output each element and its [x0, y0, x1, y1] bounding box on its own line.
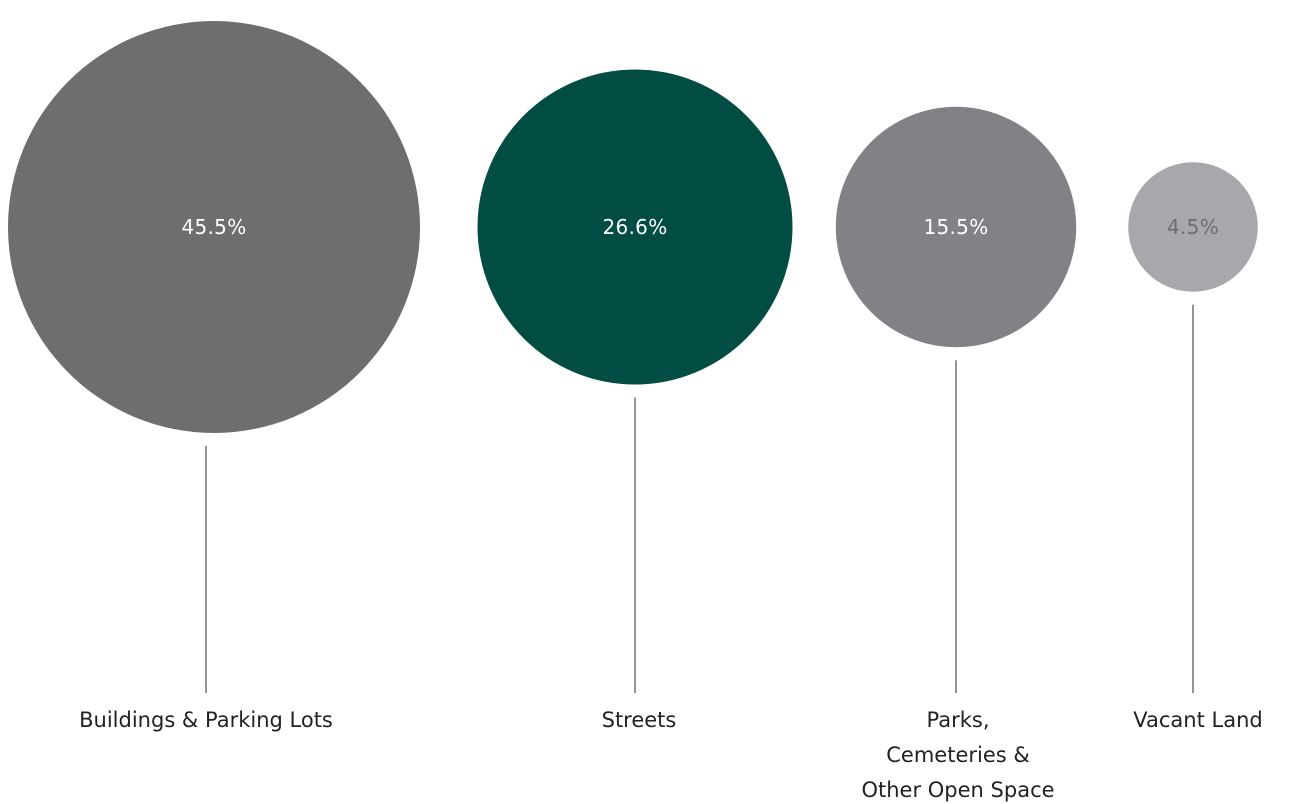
value-label-3: 15.5%: [923, 215, 988, 239]
category-label-4: Vacant Land: [1133, 708, 1262, 732]
bubble-2: [477, 69, 793, 385]
category-labels-group: Buildings & Parking Lots Streets Parks, Cem…: [79, 708, 1263, 802]
bubble-4: [1128, 162, 1258, 292]
value-label-4: 4.5%: [1167, 215, 1219, 239]
category-label-line: Buildings & Parking Lots: [79, 708, 333, 732]
category-label-line: Vacant Land: [1133, 708, 1262, 732]
category-label-3: Parks, Cemeteries & Other Open Space: [861, 708, 1054, 802]
category-label-line: Parks,: [927, 708, 990, 732]
bubbles-group: [8, 21, 1258, 433]
category-label-2: Streets: [602, 708, 677, 732]
value-label-2: 26.6%: [602, 215, 667, 239]
category-label-line: Other Open Space: [861, 778, 1054, 802]
category-label-1: Buildings & Parking Lots: [79, 708, 333, 732]
bubble-1: [8, 21, 420, 433]
category-label-line: Cemeteries &: [886, 743, 1030, 767]
value-label-1: 45.5%: [181, 215, 246, 239]
leader-lines-group: [205, 304, 1194, 693]
value-labels-group: 45.5% 26.6% 15.5% 4.5%: [181, 215, 1219, 239]
category-label-line: Streets: [602, 708, 677, 732]
bubble-3: [835, 106, 1077, 348]
